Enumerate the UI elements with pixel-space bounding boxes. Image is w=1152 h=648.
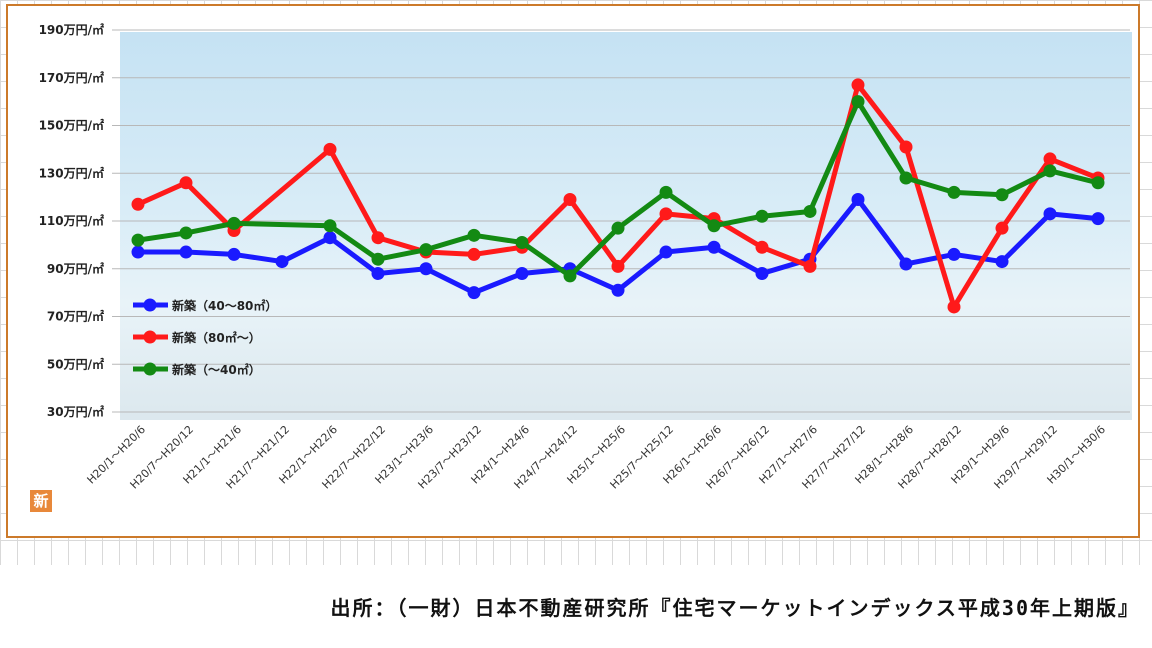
y-tick-label: 130万円/㎡ xyxy=(39,165,104,180)
y-tick-label: 30万円/㎡ xyxy=(47,404,104,419)
data-point xyxy=(515,267,529,281)
new-badge-icon: 新 xyxy=(30,490,52,512)
data-point xyxy=(995,255,1009,269)
legend-label: 新築（80㎡～） xyxy=(172,330,261,345)
data-point xyxy=(1043,152,1057,166)
y-tick-label: 190万円/㎡ xyxy=(39,22,104,37)
y-tick-label: 150万円/㎡ xyxy=(39,118,104,133)
series-2 xyxy=(131,95,1105,283)
data-point xyxy=(227,247,241,261)
data-point xyxy=(659,185,673,199)
data-point xyxy=(323,142,337,156)
data-point xyxy=(467,228,481,242)
legend-marker xyxy=(143,298,157,312)
data-point xyxy=(851,95,865,109)
data-point xyxy=(467,247,481,261)
y-axis-ticks: 30万円/㎡ 50万円/㎡ 70万円/㎡ 90万円/㎡ 110万円/㎡ 130万円/㎡ 15… xyxy=(39,22,104,419)
data-point xyxy=(755,209,769,223)
data-point xyxy=(755,240,769,254)
data-point xyxy=(371,231,385,245)
data-point xyxy=(947,185,961,199)
data-point xyxy=(1091,176,1105,190)
data-point xyxy=(947,247,961,261)
legend-marker xyxy=(143,330,157,344)
data-point xyxy=(323,231,337,245)
y-tick-label: 50万円/㎡ xyxy=(47,356,104,371)
data-point xyxy=(851,78,865,92)
data-point xyxy=(179,226,193,240)
data-point xyxy=(131,233,145,247)
legend-label: 新築（～40㎡） xyxy=(172,362,261,377)
series-line xyxy=(137,99,1099,279)
data-point xyxy=(611,259,625,273)
series-1 xyxy=(131,78,1105,314)
data-point xyxy=(851,193,865,207)
legend-item: 新築（80㎡～） xyxy=(133,330,261,345)
data-point xyxy=(1043,207,1057,221)
data-point xyxy=(899,140,913,154)
data-point xyxy=(419,243,433,257)
series-line xyxy=(138,197,1099,296)
series-line xyxy=(136,82,1099,310)
x-axis-ticks: H20/1～H20/6H20/7～H20/12H21/1～H21/6H21/7～… xyxy=(85,423,1109,492)
y-tick-label: 70万円/㎡ xyxy=(47,309,104,324)
legend-label: 新築（40～80㎡） xyxy=(172,298,277,313)
data-point xyxy=(467,286,481,300)
series-lines xyxy=(131,78,1105,314)
grid-lines xyxy=(112,29,1130,413)
data-point xyxy=(179,176,193,190)
data-point xyxy=(131,245,145,259)
data-point xyxy=(755,267,769,281)
y-tick-label: 90万円/㎡ xyxy=(47,261,104,276)
data-point xyxy=(371,252,385,266)
legend-marker xyxy=(143,362,157,376)
data-point xyxy=(227,216,241,230)
data-point xyxy=(707,240,721,254)
data-point xyxy=(707,219,721,233)
data-point xyxy=(899,171,913,185)
data-point xyxy=(995,188,1009,202)
data-point xyxy=(323,219,337,233)
chart-frame[interactable]: 新 xyxy=(6,4,1140,538)
series-0 xyxy=(131,193,1105,300)
data-point xyxy=(899,257,913,271)
spreadsheet-footer-area xyxy=(0,565,1152,648)
data-point xyxy=(1091,212,1105,226)
data-point xyxy=(803,204,817,218)
data-point xyxy=(179,245,193,259)
data-point xyxy=(1043,164,1057,178)
y-tick-label: 110万円/㎡ xyxy=(39,213,104,228)
data-point xyxy=(371,267,385,281)
data-point xyxy=(803,259,817,273)
data-point xyxy=(563,193,577,207)
data-point xyxy=(611,221,625,235)
data-point xyxy=(419,262,433,276)
data-point xyxy=(947,300,961,314)
data-point xyxy=(515,235,529,249)
legend-item: 新築（～40㎡） xyxy=(133,362,261,377)
data-point xyxy=(563,269,577,283)
legend: 新築（40～80㎡） 新築（80㎡～） 新築（～40㎡） xyxy=(133,298,277,377)
data-point xyxy=(275,255,289,269)
legend-item: 新築（40～80㎡） xyxy=(133,298,277,313)
data-point xyxy=(131,197,145,211)
data-point xyxy=(659,207,673,221)
data-point xyxy=(995,221,1009,235)
y-tick-label: 170万円/㎡ xyxy=(39,70,104,85)
data-point xyxy=(611,283,625,297)
source-note: 出所：（一財）日本不動産研究所『住宅マーケットインデックス平成30年上期版』 xyxy=(330,596,1140,620)
data-point xyxy=(659,245,673,259)
